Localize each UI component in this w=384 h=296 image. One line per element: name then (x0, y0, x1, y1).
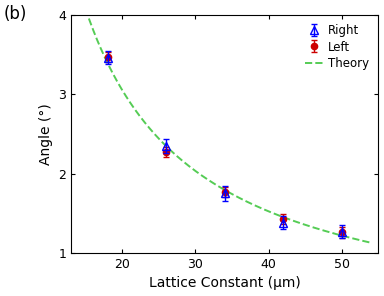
Theory (169, 149, 174, 153)
Theory (190, 167, 194, 170)
Line: Theory: Theory (74, 0, 371, 243)
Theory (259, 206, 263, 210)
Theory (288, 218, 293, 221)
Theory (286, 217, 291, 221)
Text: (b): (b) (3, 5, 27, 23)
Theory (108, 67, 113, 70)
X-axis label: Lattice Constant (μm): Lattice Constant (μm) (149, 276, 301, 290)
Theory (369, 241, 373, 244)
Legend: Right, Left, Theory: Right, Left, Theory (302, 21, 372, 74)
Y-axis label: Angle (°): Angle (°) (39, 103, 53, 165)
